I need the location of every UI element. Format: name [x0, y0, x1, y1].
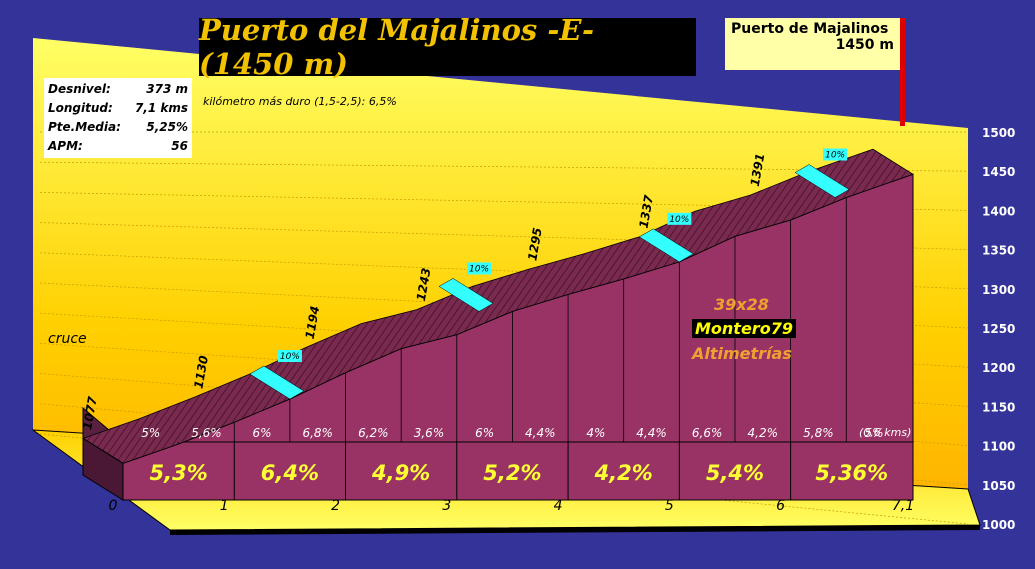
chart-title: Puerto del Majalinos -E- (1450 m)	[199, 13, 595, 81]
start-label: cruce	[48, 331, 87, 347]
summit-box: Puerto de Majalinos 1450 m	[725, 18, 900, 70]
segment-gradient: 5%	[141, 426, 160, 440]
segment-gradient: 4%	[586, 426, 605, 440]
segment-gradient: 4,4%	[636, 426, 667, 440]
stats-panel: Desnivel: 373 m Longitud: 7,1 kms Pte.Medi…	[44, 78, 192, 158]
gridline	[39, 433, 969, 525]
segment-gradient: 5,6%	[191, 426, 222, 440]
floor-edge	[170, 525, 980, 535]
km-altitude: 1194	[303, 305, 323, 340]
y-tick-label: 1350	[982, 244, 1015, 258]
steep-label: 10%	[669, 215, 689, 225]
steep-band	[438, 278, 494, 312]
summit-name: Puerto de Majalinos	[731, 21, 889, 37]
summit-pole	[900, 18, 905, 126]
last-segment-note: (0,6 kms)	[859, 426, 911, 439]
steep-band	[794, 164, 850, 198]
author-credit: Montero79	[692, 319, 796, 338]
stat-row: Pte.Media: 5,25%	[48, 118, 188, 137]
km-gradient: 4,2%	[594, 461, 653, 485]
title-box: Puerto del Majalinos -E- (1450 m)	[199, 13, 696, 81]
km-gradient: 5,2%	[483, 461, 541, 485]
x-tick-label: 2	[331, 498, 340, 514]
segment-gradient: 4,4%	[525, 426, 556, 440]
segment-gradient: 6%	[475, 426, 494, 440]
steep-badge	[823, 148, 848, 161]
stat-label: Longitud:	[48, 101, 113, 115]
y-tick-label: 1500	[982, 126, 1015, 140]
summit-altitude: 1450 m	[835, 37, 894, 53]
steep-label: 10%	[280, 352, 300, 362]
y-tick-label: 1250	[982, 322, 1015, 336]
y-tick-label: 1300	[982, 283, 1015, 297]
segment-gradient: 5%	[865, 426, 884, 440]
y-tick-label: 1150	[982, 400, 1015, 414]
y-tick-label: 1000	[982, 518, 1015, 532]
stat-row: Desnivel: 373 m	[48, 80, 188, 99]
km-altitude: 1337	[637, 193, 657, 229]
km-gradient: 5,36%	[815, 461, 888, 485]
stat-label: Pte.Media:	[48, 120, 121, 134]
stat-row: APM: 56	[48, 137, 188, 156]
hardest-km-note: kilómetro más duro (1,5-2,5): 6,5%	[203, 95, 397, 108]
y-tick-label: 1200	[982, 361, 1015, 375]
km-gradient: 4,9%	[371, 461, 430, 485]
steep-band	[249, 365, 305, 400]
km-altitude: 1295	[525, 227, 545, 262]
x-tick-label: 7,1	[892, 498, 914, 514]
x-tick-label: 6	[776, 498, 785, 514]
profile-area	[82, 148, 914, 502]
steep-label: 10%	[469, 264, 489, 274]
stat-value: 373 m	[146, 82, 188, 96]
stat-value: 5,25%	[146, 120, 188, 134]
stat-label: APM:	[48, 139, 83, 153]
segment-gradient: 5,8%	[803, 426, 834, 440]
segment-gradient: 6%	[253, 426, 272, 440]
segment-gradient: 4,2%	[748, 426, 779, 440]
km-gradient: 5,4%	[706, 461, 764, 485]
x-tick-label: 5	[665, 498, 674, 514]
steep-badge	[467, 262, 492, 275]
x-tick-label: 1	[220, 498, 229, 514]
stat-label: Desnivel:	[48, 82, 111, 96]
km-altitude: 1391	[748, 152, 768, 187]
km-gradient: 6,4%	[261, 461, 319, 485]
x-tick-label: 0	[109, 498, 118, 514]
km-altitude: 1077	[80, 395, 100, 431]
km-gradient: 5,3%	[150, 461, 208, 485]
segment-gradient: 6,2%	[358, 426, 389, 440]
km-altitude: 1130	[191, 354, 211, 389]
gear-credit: 39x28	[714, 295, 769, 314]
site-credit: Altimetrías	[692, 344, 792, 363]
steep-label: 10%	[825, 151, 845, 161]
y-tick-label: 1400	[982, 204, 1015, 218]
profile-side	[82, 437, 124, 501]
steep-badge	[277, 350, 302, 362]
steep-band	[638, 228, 694, 263]
segment-gradient: 6,6%	[692, 426, 723, 440]
stat-value: 7,1 kms	[134, 101, 188, 115]
stat-value: 56	[171, 139, 188, 153]
y-tick-label: 1050	[982, 479, 1015, 493]
segment-gradient: 6,8%	[302, 426, 333, 440]
y-tick-label: 1100	[982, 440, 1015, 454]
y-tick-label: 1450	[982, 165, 1015, 179]
steep-badge	[667, 212, 692, 225]
km-altitude: 1243	[414, 267, 434, 302]
segment-gradient: 3,6%	[414, 426, 445, 440]
stat-row: Longitud: 7,1 kms	[48, 99, 188, 118]
x-tick-label: 3	[442, 498, 451, 514]
chart-labels: 1000105011001150120012501300135014001450…	[48, 18, 1015, 532]
x-tick-label: 4	[554, 498, 563, 514]
